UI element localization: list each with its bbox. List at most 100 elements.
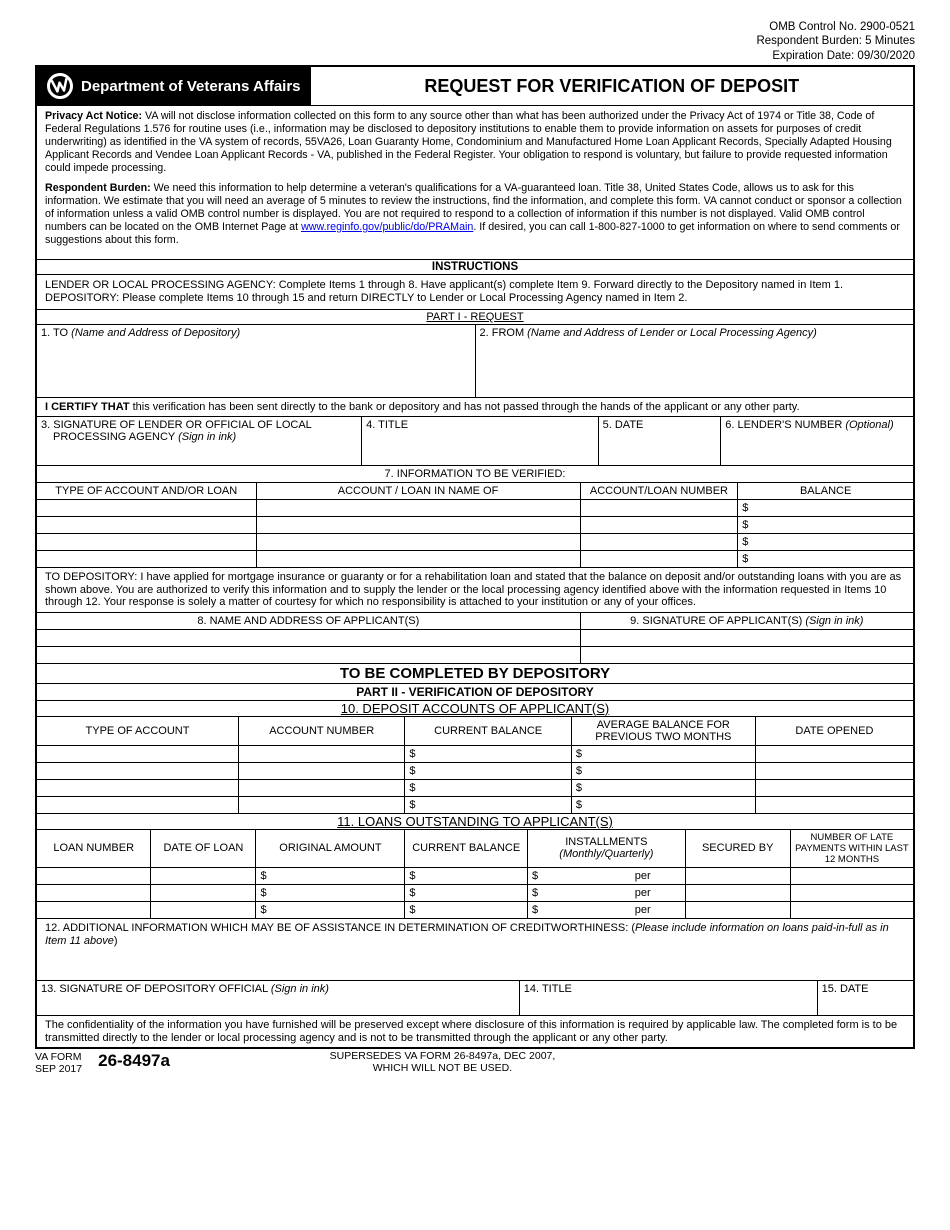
table-cell[interactable]: [755, 745, 913, 762]
table-cell[interactable]: $: [405, 867, 528, 884]
table-cell[interactable]: $: [405, 745, 571, 762]
table-cell[interactable]: $: [405, 779, 571, 796]
table-cell[interactable]: [790, 867, 913, 884]
form-title: REQUEST FOR VERIFICATION OF DEPOSIT: [311, 67, 913, 105]
respondent-burden: Respondent Burden: 5 Minutes: [35, 34, 915, 48]
table-7-accounts: TYPE OF ACCOUNT AND/OR LOAN ACCOUNT / LO…: [37, 483, 913, 568]
field-4-title[interactable]: 4. TITLE: [361, 417, 598, 465]
table-cell[interactable]: [238, 762, 404, 779]
table-cell[interactable]: [238, 779, 404, 796]
table-cell[interactable]: $: [405, 762, 571, 779]
field-2-from[interactable]: 2. FROM (Name and Address of Lender or L…: [475, 325, 914, 397]
table-cell[interactable]: [238, 796, 404, 813]
field-8-input[interactable]: [37, 629, 580, 646]
table-cell[interactable]: [580, 533, 738, 550]
field-6-lender-number[interactable]: 6. LENDER'S NUMBER (Optional): [720, 417, 913, 465]
part2-title: PART II - VERIFICATION OF DEPOSITORY: [37, 684, 913, 701]
certify-statement: I CERTIFY THAT this verification has bee…: [37, 398, 913, 417]
table-cell[interactable]: [37, 516, 256, 533]
table-cell[interactable]: [37, 796, 238, 813]
respondent-burden-notice: Respondent Burden: We need this informat…: [45, 182, 905, 246]
omb-number: OMB Control No. 2900-0521: [35, 20, 915, 34]
table-cell[interactable]: $: [571, 762, 755, 779]
reginfo-link[interactable]: www.reginfo.gov/public/do/PRAMain: [301, 221, 473, 233]
table-cell[interactable]: $: [571, 779, 755, 796]
table-cell[interactable]: [685, 867, 790, 884]
table-cell[interactable]: [755, 796, 913, 813]
table-cell[interactable]: [37, 762, 238, 779]
table-cell[interactable]: [256, 533, 580, 550]
field-13-signature[interactable]: 13. SIGNATURE OF DEPOSITORY OFFICIAL (Si…: [37, 981, 519, 1015]
table-cell[interactable]: [37, 745, 238, 762]
field-12-additional[interactable]: 12. ADDITIONAL INFORMATION WHICH MAY BE …: [37, 919, 913, 981]
table-cell[interactable]: $: [738, 516, 913, 533]
field-8-input[interactable]: [37, 646, 580, 663]
t10-col-opened: DATE OPENED: [755, 717, 913, 746]
table-cell[interactable]: $: [738, 533, 913, 550]
field-15-date[interactable]: 15. DATE: [817, 981, 913, 1015]
t10-col-type: TYPE OF ACCOUNT: [37, 717, 238, 746]
table-cell[interactable]: [256, 550, 580, 567]
table-cell[interactable]: [790, 884, 913, 901]
instructions-heading: INSTRUCTIONS: [37, 260, 913, 275]
table-cell[interactable]: [256, 516, 580, 533]
instructions-text: LENDER OR LOCAL PROCESSING AGENCY: Compl…: [37, 275, 913, 310]
table-cell[interactable]: $ per: [528, 867, 686, 884]
table-cell[interactable]: $: [571, 745, 755, 762]
field-9-input[interactable]: [580, 646, 913, 663]
field-3-signature[interactable]: 3. SIGNATURE OF LENDER OR OFFICIAL OF LO…: [37, 417, 361, 465]
table-cell[interactable]: [238, 745, 404, 762]
table-cell[interactable]: $ per: [528, 884, 686, 901]
table-cell[interactable]: $: [738, 550, 913, 567]
table-cell[interactable]: [580, 499, 738, 516]
table-cell[interactable]: [755, 762, 913, 779]
table-cell[interactable]: [37, 533, 256, 550]
table-cell[interactable]: [37, 499, 256, 516]
t11-col-inst: INSTALLMENTS(Monthly/Quarterly): [528, 830, 686, 868]
field-5-date[interactable]: 5. DATE: [598, 417, 721, 465]
va-logo-icon: [45, 71, 74, 100]
table-cell[interactable]: $: [256, 884, 405, 901]
table-cell[interactable]: [151, 884, 256, 901]
table-cell[interactable]: $: [405, 901, 528, 918]
table-cell[interactable]: $ per: [528, 901, 686, 918]
depository-authorization: TO DEPOSITORY: I have applied for mortga…: [37, 568, 913, 613]
table-cell[interactable]: $: [256, 901, 405, 918]
t7-col-type: TYPE OF ACCOUNT AND/OR LOAN: [37, 483, 256, 500]
table-cell[interactable]: [37, 884, 151, 901]
section-11-heading: 11. LOANS OUTSTANDING TO APPLICANT(S): [37, 814, 913, 830]
field-1-to[interactable]: 1. TO (Name and Address of Depository): [37, 325, 475, 397]
table-cell[interactable]: [151, 867, 256, 884]
table-cell[interactable]: [37, 901, 151, 918]
table-cell[interactable]: $: [405, 884, 528, 901]
section-10-heading: 10. DEPOSIT ACCOUNTS OF APPLICANT(S): [37, 701, 913, 717]
supersedes-line2: WHICH WILL NOT BE USED.: [180, 1063, 705, 1075]
field-9-input[interactable]: [580, 629, 913, 646]
table-11-loans: LOAN NUMBER DATE OF LOAN ORIGINAL AMOUNT…: [37, 830, 913, 919]
table-cell[interactable]: [580, 516, 738, 533]
table-cell[interactable]: [37, 779, 238, 796]
table-cell[interactable]: [37, 550, 256, 567]
t7-col-name: ACCOUNT / LOAN IN NAME OF: [256, 483, 580, 500]
form-footer: VA FORM SEP 2017 26-8497a SUPERSEDES VA …: [35, 1049, 915, 1075]
t7-col-balance: BALANCE: [738, 483, 913, 500]
va-form-label: VA FORM: [35, 1051, 82, 1063]
field-7-heading: 7. INFORMATION TO BE VERIFIED:: [37, 466, 913, 482]
table-cell[interactable]: [256, 499, 580, 516]
table-cell[interactable]: [755, 779, 913, 796]
table-cell[interactable]: [685, 884, 790, 901]
table-cell[interactable]: [790, 901, 913, 918]
table-cell[interactable]: $: [256, 867, 405, 884]
form-number: 26-8497a: [98, 1051, 170, 1071]
table-cell[interactable]: $: [405, 796, 571, 813]
field-14-title[interactable]: 14. TITLE: [519, 981, 817, 1015]
table-cell[interactable]: $: [571, 796, 755, 813]
table-cell[interactable]: [151, 901, 256, 918]
table-10-deposits: TYPE OF ACCOUNT ACCOUNT NUMBER CURRENT B…: [37, 717, 913, 814]
table-cell[interactable]: $: [738, 499, 913, 516]
table-cell[interactable]: [580, 550, 738, 567]
depository-section-heading: TO BE COMPLETED BY DEPOSITORY: [37, 664, 913, 684]
table-cell[interactable]: [37, 867, 151, 884]
confidentiality-note: The confidentiality of the information y…: [37, 1016, 913, 1047]
table-cell[interactable]: [685, 901, 790, 918]
